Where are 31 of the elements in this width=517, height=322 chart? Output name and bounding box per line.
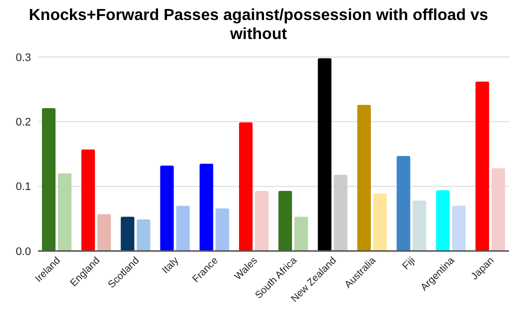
- bar: [436, 190, 450, 251]
- bar: [58, 173, 72, 251]
- bar: [334, 174, 348, 251]
- bar: [216, 208, 230, 251]
- bar: [294, 216, 308, 251]
- bar: [42, 108, 56, 251]
- y-tick-label: 0.1: [16, 181, 31, 194]
- bar: [120, 216, 134, 251]
- bar: [476, 82, 490, 251]
- chart-title: Knocks+Forward Passes against/possession with offload vs without: [28, 7, 488, 43]
- bar: [357, 104, 371, 251]
- bar: [396, 156, 410, 251]
- y-tick-label: 0.3: [16, 52, 31, 64]
- y-tick-label: 0.0: [16, 246, 31, 258]
- bar: [318, 58, 332, 251]
- x-tick-label: Italy: [160, 255, 182, 276]
- bar: [160, 166, 174, 251]
- bar: [136, 219, 150, 251]
- bar: [81, 149, 95, 251]
- y-tick-label: 0.2: [16, 116, 31, 129]
- bar: [373, 193, 387, 251]
- bar: [239, 122, 253, 251]
- bar: [278, 190, 292, 251]
- bar: [200, 164, 214, 251]
- bar: [452, 206, 466, 251]
- bar: [254, 190, 269, 251]
- bar: [176, 206, 190, 251]
- x-tick-label: Fiji: [400, 255, 418, 272]
- bar: [412, 200, 426, 251]
- bar: [97, 214, 111, 251]
- bar: [491, 168, 506, 251]
